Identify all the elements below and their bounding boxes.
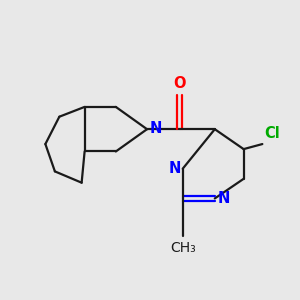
Text: Cl: Cl bbox=[264, 126, 280, 141]
Text: N: N bbox=[217, 191, 230, 206]
Text: N: N bbox=[150, 121, 162, 136]
Text: N: N bbox=[169, 160, 181, 175]
Text: CH₃: CH₃ bbox=[170, 241, 196, 255]
Text: O: O bbox=[173, 76, 186, 91]
